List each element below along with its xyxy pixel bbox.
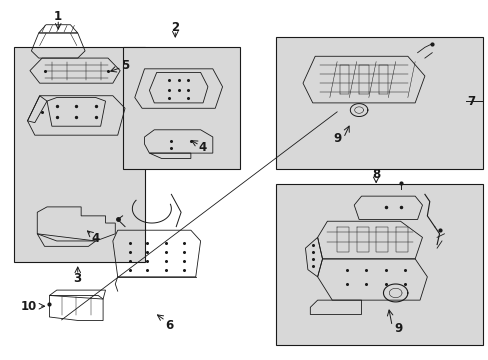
- Text: 9: 9: [332, 131, 341, 145]
- Text: 6: 6: [164, 319, 173, 332]
- Bar: [276, 37, 483, 169]
- Text: 3: 3: [74, 272, 81, 285]
- Text: 10: 10: [20, 300, 37, 313]
- Text: 7: 7: [466, 95, 474, 108]
- Text: 4: 4: [91, 231, 100, 244]
- Text: 8: 8: [371, 168, 380, 181]
- Text: 1: 1: [54, 10, 62, 23]
- Bar: [122, 47, 239, 169]
- Bar: [276, 184, 483, 345]
- Text: 2: 2: [171, 21, 179, 34]
- Text: 4: 4: [199, 141, 207, 154]
- Text: 9: 9: [393, 322, 402, 335]
- Bar: [14, 47, 144, 262]
- Text: 5: 5: [121, 59, 129, 72]
